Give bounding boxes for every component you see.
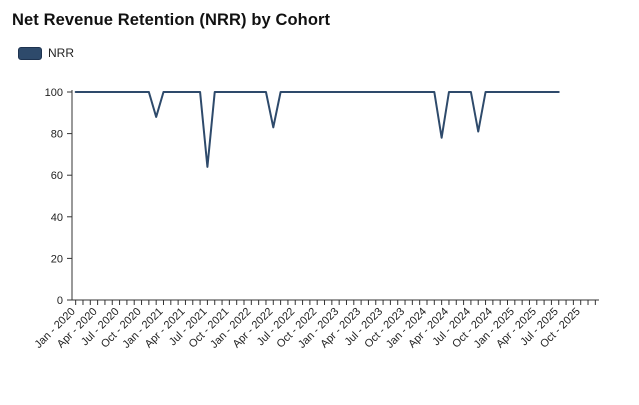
- data-point[interactable]: [379, 88, 387, 96]
- data-point[interactable]: [255, 88, 263, 96]
- data-point[interactable]: [277, 88, 285, 96]
- data-point[interactable]: [496, 88, 504, 96]
- data-point[interactable]: [342, 88, 350, 96]
- data-point[interactable]: [145, 88, 153, 96]
- data-point[interactable]: [445, 88, 453, 96]
- y-tick-label: 20: [51, 253, 63, 265]
- y-tick-label: 0: [57, 295, 63, 307]
- series-line-nrr[interactable]: [74, 91, 560, 168]
- data-point[interactable]: [130, 88, 138, 96]
- data-point[interactable]: [152, 113, 160, 121]
- y-tick-label: 40: [51, 212, 63, 224]
- data-point[interactable]: [313, 88, 321, 96]
- data-point[interactable]: [299, 88, 307, 96]
- data-point[interactable]: [225, 88, 233, 96]
- data-point[interactable]: [211, 88, 219, 96]
- data-point[interactable]: [116, 88, 124, 96]
- y-tick-label: 100: [45, 87, 63, 99]
- legend-label-nrr: NRR: [48, 46, 74, 60]
- data-point[interactable]: [394, 88, 402, 96]
- data-point[interactable]: [328, 88, 336, 96]
- data-point[interactable]: [181, 88, 189, 96]
- data-point[interactable]: [203, 163, 211, 171]
- data-point[interactable]: [364, 88, 372, 96]
- data-point[interactable]: [218, 88, 226, 96]
- data-point[interactable]: [138, 88, 146, 96]
- data-point[interactable]: [386, 88, 394, 96]
- data-point[interactable]: [357, 88, 365, 96]
- data-point[interactable]: [262, 88, 270, 96]
- data-point[interactable]: [196, 88, 204, 96]
- data-point[interactable]: [430, 88, 438, 96]
- data-point[interactable]: [460, 88, 468, 96]
- data-point[interactable]: [94, 88, 102, 96]
- data-point[interactable]: [533, 88, 541, 96]
- data-point[interactable]: [518, 88, 526, 96]
- data-point[interactable]: [525, 88, 533, 96]
- data-point[interactable]: [547, 88, 555, 96]
- data-point[interactable]: [335, 88, 343, 96]
- data-point[interactable]: [167, 88, 175, 96]
- data-point[interactable]: [108, 88, 116, 96]
- data-point[interactable]: [438, 134, 446, 142]
- y-tick-label: 80: [51, 129, 63, 141]
- data-point[interactable]: [555, 88, 563, 96]
- y-tick-label: 60: [51, 170, 63, 182]
- data-point[interactable]: [423, 88, 431, 96]
- data-point[interactable]: [233, 88, 241, 96]
- data-point[interactable]: [474, 128, 482, 136]
- data-point[interactable]: [86, 88, 94, 96]
- data-point[interactable]: [101, 88, 109, 96]
- data-point[interactable]: [306, 88, 314, 96]
- legend-swatch-nrr[interactable]: [18, 46, 42, 60]
- data-point[interactable]: [511, 88, 519, 96]
- data-point[interactable]: [79, 88, 87, 96]
- chart-title: Net Revenue Retention (NRR) by Cohort: [12, 11, 331, 29]
- data-point[interactable]: [372, 88, 380, 96]
- data-point[interactable]: [240, 88, 248, 96]
- data-point[interactable]: [269, 123, 277, 131]
- data-point[interactable]: [482, 88, 490, 96]
- data-point[interactable]: [504, 88, 512, 96]
- data-point[interactable]: [540, 88, 548, 96]
- data-point[interactable]: [401, 88, 409, 96]
- plot-area: [72, 88, 563, 171]
- data-point[interactable]: [72, 88, 80, 96]
- data-point[interactable]: [174, 88, 182, 96]
- legend: NRR: [18, 46, 74, 60]
- data-point[interactable]: [189, 88, 197, 96]
- data-point[interactable]: [350, 88, 358, 96]
- data-point[interactable]: [467, 88, 475, 96]
- data-point[interactable]: [247, 88, 255, 96]
- data-point[interactable]: [408, 88, 416, 96]
- data-point[interactable]: [321, 88, 329, 96]
- data-point[interactable]: [489, 88, 497, 96]
- data-point[interactable]: [159, 88, 167, 96]
- data-point[interactable]: [452, 88, 460, 96]
- data-point[interactable]: [416, 88, 424, 96]
- data-point[interactable]: [123, 88, 131, 96]
- data-point[interactable]: [291, 88, 299, 96]
- data-point[interactable]: [284, 88, 292, 96]
